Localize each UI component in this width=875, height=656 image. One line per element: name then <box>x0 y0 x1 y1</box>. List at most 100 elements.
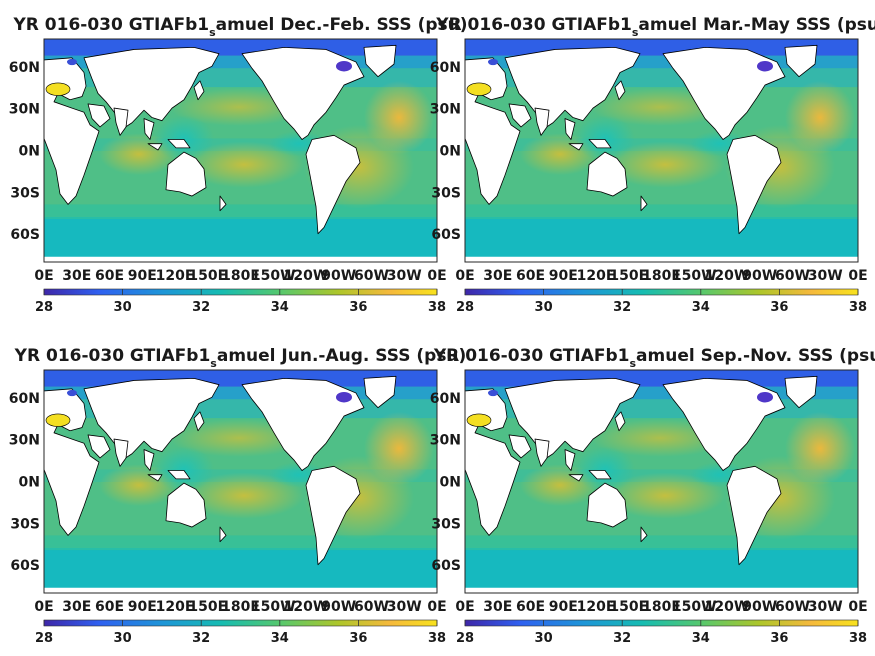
map-panel-2: YR 016-030 GTIAFb1samuel Mar.-May SSS (p… <box>430 15 875 315</box>
title-rest: amuel Dec.-Feb. SSS (psu) <box>216 15 468 35</box>
map-frame <box>43 369 438 594</box>
y-tick-label: 60S <box>10 227 40 243</box>
x-tick-label: 120W <box>284 268 329 284</box>
x-tick-label: 120E <box>156 599 195 615</box>
title-main: YR 016-030 GTIAFb1 <box>433 346 630 366</box>
x-tick-label: 150E <box>188 268 227 284</box>
colorbar-tick-label: 36 <box>770 300 788 315</box>
y-tick-label: 0N <box>19 144 40 160</box>
colorbar-tick-label: 32 <box>192 300 210 315</box>
x-tick-label: 90W <box>321 268 356 284</box>
y-tick-label: 30S <box>431 185 461 201</box>
x-tick-label: 30E <box>62 268 91 284</box>
colorbar-tick-label: 28 <box>35 300 53 315</box>
title-subscript: s <box>629 357 636 370</box>
x-tick-label: 90E <box>128 268 157 284</box>
x-tick-label: 0E <box>455 599 474 615</box>
x-tick-label: 30E <box>62 599 91 615</box>
x-tick-label: 0E <box>427 599 446 615</box>
x-tick-label: 30W <box>387 599 422 615</box>
x-tick-label: 150W <box>672 268 717 284</box>
y-tick-label: 30S <box>431 516 461 532</box>
x-tick-label: 90W <box>742 268 777 284</box>
y-tick-label: 30N <box>430 102 461 118</box>
colorbar-tick-label: 36 <box>349 300 367 315</box>
x-tick-label: 60E <box>516 268 545 284</box>
colorbar-tick-label: 28 <box>456 300 474 315</box>
x-tick-label: 90W <box>321 599 356 615</box>
x-tick-label: 30W <box>387 268 422 284</box>
colorbar-tick-label: 30 <box>535 300 553 315</box>
y-tick-label: 60S <box>10 558 40 574</box>
x-tick-label: 120W <box>705 599 750 615</box>
colorbar-tick-label: 28 <box>456 631 474 646</box>
map-panel-3: YR 016-030 GTIAFb1samuel Jun.-Aug. SSS (… <box>9 346 467 646</box>
x-tick-label: 90E <box>549 268 578 284</box>
colorbar-tick-label: 38 <box>849 631 867 646</box>
x-tick-label: 0E <box>34 268 53 284</box>
x-tick-label: 150W <box>672 599 717 615</box>
x-tick-label: 60W <box>775 268 810 284</box>
x-tick-label: 30W <box>808 599 843 615</box>
colorbar <box>464 619 859 627</box>
x-tick-label: 60E <box>516 599 545 615</box>
panel-title: YR 016-030 GTIAFb1samuel Jun.-Aug. SSS (… <box>14 346 467 370</box>
y-tick-label: 60N <box>430 391 461 407</box>
x-tick-label: 150W <box>251 268 296 284</box>
x-tick-label: 0E <box>848 268 867 284</box>
x-tick-label: 180E <box>221 599 260 615</box>
map-frame <box>464 369 859 594</box>
x-tick-label: 0E <box>34 599 53 615</box>
x-tick-label: 60W <box>775 599 810 615</box>
title-main: YR 016-030 GTIAFb1 <box>14 346 211 366</box>
y-tick-label: 60N <box>9 391 40 407</box>
y-tick-label: 30N <box>430 433 461 449</box>
y-tick-label: 30S <box>10 185 40 201</box>
panel-title: YR 016-030 GTIAFb1samuel Mar.-May SSS (p… <box>435 15 875 39</box>
x-tick-label: 150E <box>609 268 648 284</box>
x-tick-label: 30W <box>808 268 843 284</box>
y-tick-label: 0N <box>440 144 461 160</box>
colorbar-tick-label: 34 <box>271 631 289 646</box>
x-tick-label: 120W <box>705 268 750 284</box>
colorbar-tick-label: 36 <box>349 631 367 646</box>
x-tick-label: 30E <box>483 599 512 615</box>
x-tick-label: 60E <box>95 599 124 615</box>
x-tick-label: 150W <box>251 599 296 615</box>
colorbar-tick-label: 32 <box>613 300 631 315</box>
x-tick-label: 120W <box>284 599 329 615</box>
x-tick-label: 0E <box>848 599 867 615</box>
colorbar-tick-label: 32 <box>192 631 210 646</box>
x-tick-label: 0E <box>455 268 474 284</box>
map-frame <box>464 38 859 263</box>
title-main: YR 016-030 GTIAFb1 <box>12 15 209 35</box>
x-tick-label: 120E <box>577 599 616 615</box>
title-rest: amuel Mar.-May SSS (psu) <box>638 15 875 35</box>
colorbar-tick-label: 28 <box>35 631 53 646</box>
colorbar <box>43 288 438 296</box>
y-tick-label: 30S <box>10 516 40 532</box>
x-tick-label: 120E <box>577 268 616 284</box>
colorbar-tick-label: 36 <box>770 631 788 646</box>
x-tick-label: 90E <box>128 599 157 615</box>
x-tick-label: 90W <box>742 599 777 615</box>
colorbar-tick-label: 34 <box>692 300 710 315</box>
x-tick-label: 60E <box>95 268 124 284</box>
title-subscript: s <box>210 357 217 370</box>
colorbar-tick-label: 32 <box>613 631 631 646</box>
title-rest: amuel Sep.-Nov. SSS (psu) <box>636 346 875 366</box>
y-tick-label: 30N <box>9 102 40 118</box>
colorbar-tick-label: 30 <box>114 631 132 646</box>
colorbar-tick-label: 30 <box>114 300 132 315</box>
x-tick-label: 120E <box>156 268 195 284</box>
colorbar-tick-label: 38 <box>428 631 446 646</box>
y-tick-label: 60S <box>431 558 461 574</box>
y-tick-label: 30N <box>9 433 40 449</box>
panel-title: YR 016-030 GTIAFb1samuel Sep.-Nov. SSS (… <box>433 346 875 370</box>
map-panel-1: YR 016-030 GTIAFb1samuel Dec.-Feb. SSS (… <box>9 15 468 315</box>
colorbar-tick-label: 30 <box>535 631 553 646</box>
x-tick-label: 90E <box>549 599 578 615</box>
y-tick-label: 60N <box>430 60 461 76</box>
map-frame <box>43 38 438 263</box>
